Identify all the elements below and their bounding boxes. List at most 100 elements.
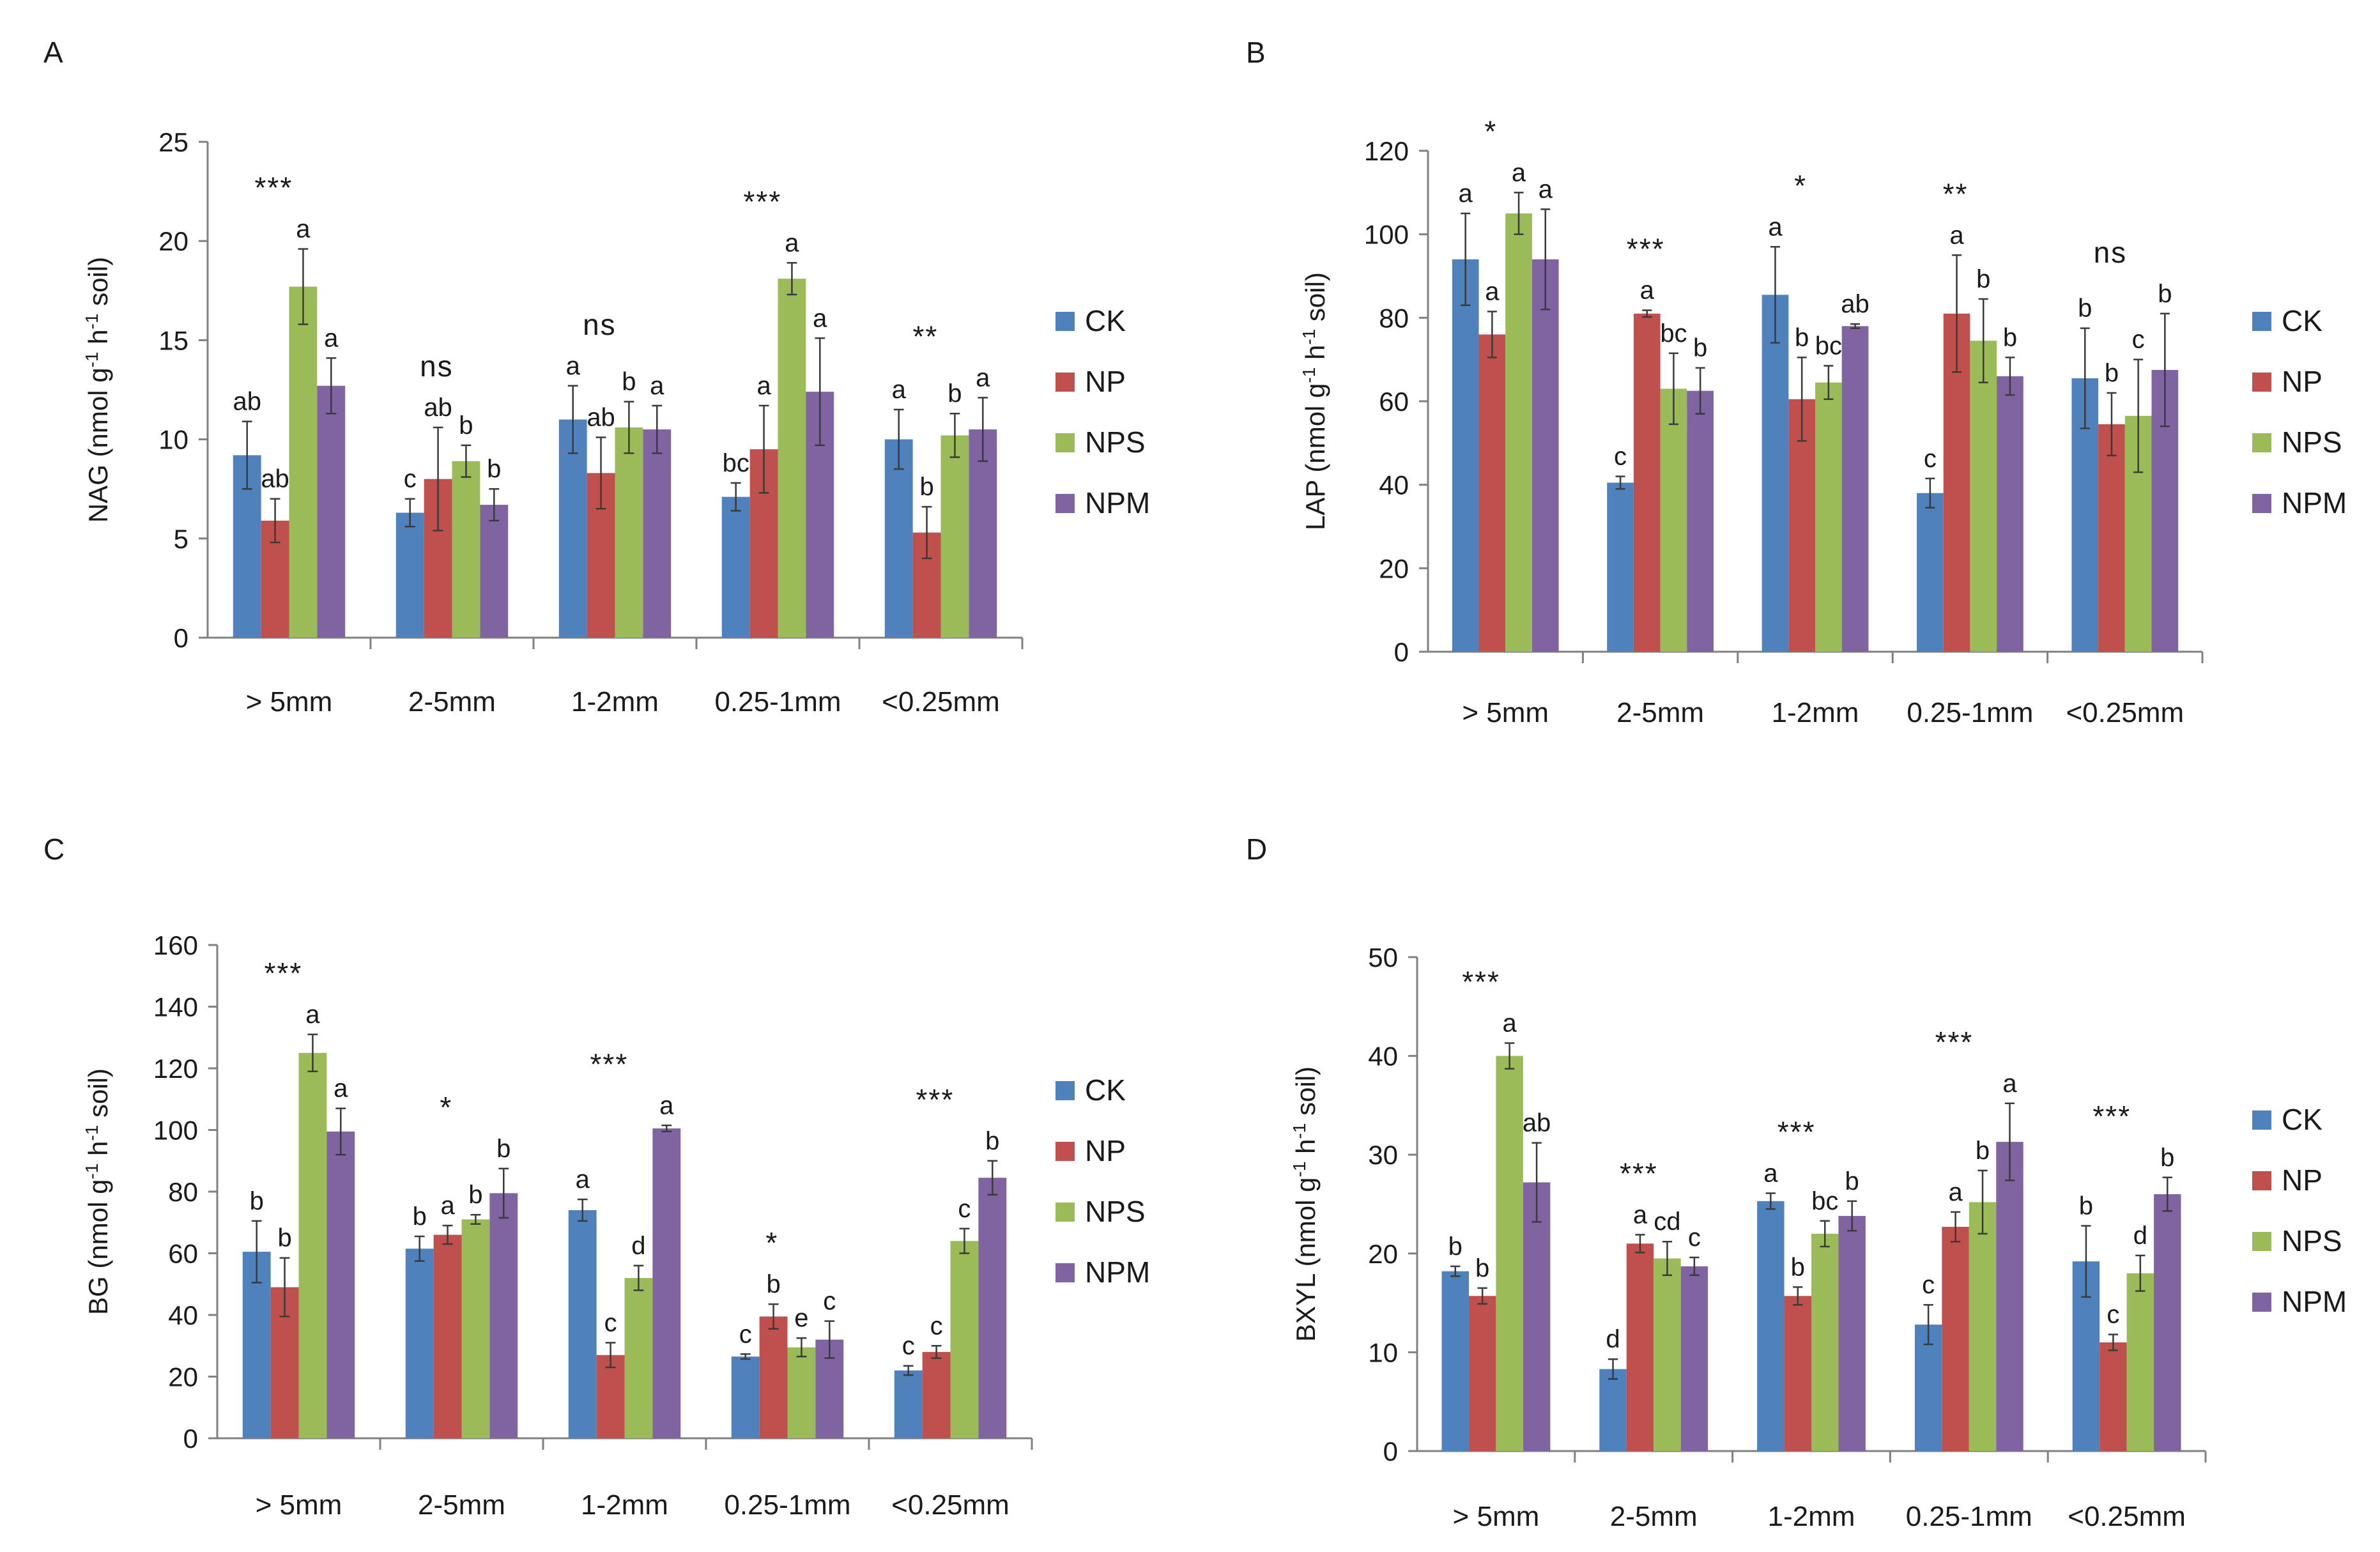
bar-nps xyxy=(787,1347,816,1438)
legend-swatch-np xyxy=(1056,373,1075,392)
y-tick-label: 120 xyxy=(153,1054,198,1084)
significance-letter: b xyxy=(250,1187,264,1215)
category-label: 0.25-1mm xyxy=(1907,697,2033,728)
group-significance: * xyxy=(1794,169,1807,202)
significance-letter: b xyxy=(468,1181,482,1209)
legend-swatch-ck xyxy=(1056,312,1075,331)
group-significance: *** xyxy=(916,1083,955,1116)
y-tick-label: 20 xyxy=(158,226,188,256)
y-tick-label: 100 xyxy=(1364,220,1409,250)
significance-letter: ab xyxy=(424,394,452,422)
panel-b: B 0 20 40 60 80 100 120 LAP (nmol g-1 h-1 soil) >… xyxy=(1246,36,2347,728)
significance-letter: b xyxy=(1693,334,1707,362)
y-tick-label: 140 xyxy=(153,992,198,1022)
category-label: 1-2mm xyxy=(1772,697,1859,728)
group-significance: *** xyxy=(1620,1156,1658,1190)
y-tick-label: 100 xyxy=(153,1116,198,1146)
category-label: > 5mm xyxy=(256,1489,342,1521)
y-tick-label: 0 xyxy=(174,623,188,653)
group-significance: * xyxy=(440,1091,452,1124)
group-significance: *** xyxy=(1935,1026,1974,1059)
significance-letter: b xyxy=(2079,1192,2093,1220)
significance-letter: b xyxy=(1976,265,1990,293)
significance-letter: a xyxy=(1502,1010,1517,1038)
bar-nps xyxy=(1660,388,1687,652)
significance-letter: ab xyxy=(1523,1109,1551,1137)
category-label: > 5mm xyxy=(1453,1501,1540,1532)
significance-letter: b xyxy=(277,1224,291,1252)
bar-np xyxy=(1633,313,1661,652)
bar-np xyxy=(596,1355,625,1438)
category-label: 1-2mm xyxy=(571,686,659,718)
legend-label: NPS xyxy=(1085,426,1146,459)
bar-ck xyxy=(721,496,750,638)
significance-letter: a xyxy=(650,372,664,400)
significance-letter: a xyxy=(2002,1070,2017,1098)
significance-letter: b xyxy=(1791,1253,1805,1281)
bar-ck xyxy=(884,439,913,638)
group-significance: *** xyxy=(255,171,293,204)
bar-ck xyxy=(395,512,424,638)
significance-letter: b xyxy=(2078,295,2092,323)
bar-nps xyxy=(461,1219,490,1438)
significance-letter: a xyxy=(892,376,907,404)
significance-letter: ab xyxy=(261,465,289,493)
bar-nps xyxy=(615,427,643,638)
significance-letter: b xyxy=(459,411,473,440)
panel-label: C xyxy=(43,833,65,866)
significance-letter: b xyxy=(1845,1167,1859,1195)
legend-label: NP xyxy=(1085,365,1126,398)
legend-swatch-nps xyxy=(2252,433,2271,452)
category-label: 2-5mm xyxy=(408,686,496,718)
legend-label: NPS xyxy=(2282,426,2342,459)
bar-np xyxy=(2098,424,2125,652)
significance-letter: c xyxy=(958,1195,971,1223)
significance-letter: c xyxy=(1924,445,1937,473)
group-significance: ** xyxy=(1943,177,1969,210)
y-tick-label: 10 xyxy=(158,425,188,455)
bar-npm xyxy=(480,505,509,638)
category-label: <0.25mm xyxy=(2066,697,2184,728)
group-significance: ns xyxy=(2094,236,2128,269)
significance-letter: a xyxy=(756,372,771,400)
significance-letter: a xyxy=(440,1192,455,1220)
category-label: 1-2mm xyxy=(581,1489,668,1521)
bar-nps xyxy=(778,279,806,638)
significance-letter: a xyxy=(1633,1201,1648,1229)
bar-npm xyxy=(969,429,997,638)
bar-nps xyxy=(1811,1233,1839,1451)
group-significance: *** xyxy=(590,1047,629,1080)
significance-letter: b xyxy=(2160,1144,2174,1172)
significance-letter: ab xyxy=(587,403,615,431)
significance-letter: a xyxy=(566,352,581,380)
significance-letter: d xyxy=(2133,1222,2147,1250)
bar-np xyxy=(1784,1296,1811,1451)
significance-letter: d xyxy=(631,1232,645,1260)
significance-letter: bc xyxy=(1815,332,1842,360)
significance-letter: bc xyxy=(1660,319,1687,348)
group-significance: *** xyxy=(1462,965,1500,999)
y-tick-label: 40 xyxy=(1368,1041,1398,1072)
y-tick-label: 60 xyxy=(1379,387,1409,417)
bar-np xyxy=(759,1316,788,1438)
bar-npm xyxy=(1680,1266,1708,1451)
significance-letter: a xyxy=(1763,1159,1778,1187)
y-tick-label: 15 xyxy=(158,325,188,355)
bar-ck xyxy=(1607,482,1634,652)
bar-ck xyxy=(1762,295,1789,652)
bar-np xyxy=(1626,1243,1654,1451)
bar-nps xyxy=(2126,1273,2154,1451)
legend-label: CK xyxy=(1085,1073,1126,1107)
bar-ck xyxy=(1599,1369,1627,1451)
bar-npm xyxy=(643,429,672,638)
bar-nps xyxy=(1496,1056,1523,1451)
significance-letter: ab xyxy=(1841,290,1869,318)
bar-np xyxy=(433,1234,462,1438)
significance-letter: a xyxy=(1485,278,1500,306)
y-axis-title: NAG (nmol g-1 h-1 soil) xyxy=(82,257,114,523)
bar-npm xyxy=(978,1178,1007,1438)
category-label: 0.25-1mm xyxy=(724,1489,850,1521)
bar-ck xyxy=(1452,259,1479,652)
significance-letter: a xyxy=(1459,180,1473,208)
y-tick-label: 160 xyxy=(153,930,198,960)
